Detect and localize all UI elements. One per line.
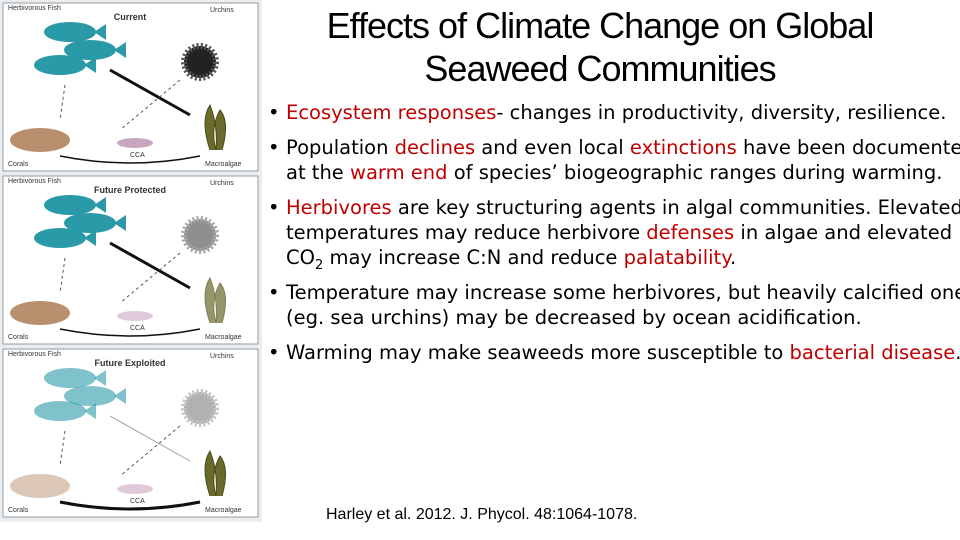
citation: Harley et al. 2012. J. Phycol. 48:1064-1… (326, 506, 638, 523)
bullet-text: in algae and elevated CO (286, 221, 953, 269)
fish (64, 40, 116, 60)
fish (44, 195, 96, 215)
panel-label: Urchins (210, 7, 234, 14)
fish-tail (84, 57, 96, 73)
bullet-text: Temperature may increase some herbivores… (286, 281, 960, 329)
fish-tail (94, 197, 106, 213)
macroalgae (204, 449, 226, 497)
fish (44, 22, 96, 42)
fish-tail (114, 42, 126, 58)
panel-label: CCA (130, 152, 145, 159)
bullet: Ecosystem responses- changes in producti… (268, 100, 960, 125)
arrow (59, 155, 201, 164)
arrow (119, 79, 181, 131)
panel-label: Macroalgae (205, 161, 242, 168)
panel-heading: Current (114, 12, 147, 22)
panel-label: CCA (130, 325, 145, 332)
fish-tail (114, 388, 126, 404)
urchin (181, 43, 219, 81)
fish (44, 368, 96, 388)
fish-tail (114, 215, 126, 231)
bullet-text: may increase C:N and reduce (323, 246, 624, 269)
fish (64, 386, 116, 406)
panel-label: Macroalgae (205, 334, 242, 341)
bullet-text: of species’ biogeographic ranges during … (447, 161, 943, 184)
arrow (59, 328, 201, 337)
arrow (109, 68, 191, 117)
fish (34, 55, 86, 75)
panel-heading: Future Protected (94, 185, 166, 195)
panel-label: Urchins (210, 180, 234, 187)
bullet-text: are key structuring agents in algal comm… (286, 196, 960, 244)
panel-label: CCA (130, 498, 145, 505)
arrow (119, 425, 181, 477)
fish (64, 213, 116, 233)
panel-label: Corals (8, 161, 29, 168)
bullet-text: . (729, 246, 737, 269)
cca (117, 311, 153, 321)
bullet-text: . (955, 341, 960, 364)
bullet-text: - changes in productivity, diversity, re… (496, 101, 947, 124)
highlight-text: Ecosystem responses (286, 101, 497, 124)
bullet: Population declines and even local extin… (268, 135, 960, 185)
panel-label: Urchins (210, 353, 234, 360)
panel-label: Herbivorous Fish (8, 5, 61, 12)
title-line: Seaweed Communities (424, 48, 776, 89)
highlight-text: defenses (646, 221, 735, 244)
macroalgae (204, 276, 226, 324)
panel-label: Corals (8, 507, 29, 514)
panel-label: Herbivorous Fish (8, 351, 61, 358)
fish-tail (84, 230, 96, 246)
highlight-text: warm end (350, 161, 448, 184)
panel-heading: Future Exploited (94, 358, 165, 368)
highlight-text: Herbivores (286, 196, 392, 219)
highlight-text: extinctions (629, 136, 737, 159)
coral (10, 474, 70, 498)
fish-tail (94, 370, 106, 386)
fish-tail (84, 403, 96, 419)
urchin (181, 389, 219, 427)
highlight-text: palatability (623, 246, 730, 269)
panel-label: Corals (8, 334, 29, 341)
highlight-text: declines (394, 136, 476, 159)
arrow (59, 500, 201, 511)
cca (117, 138, 153, 148)
bullet-list: Ecosystem responses- changes in producti… (268, 100, 960, 375)
bullet-text: and even local (475, 136, 630, 159)
bullet-text: Population (286, 136, 395, 159)
bullet-text: Warming may make seaweeds more susceptib… (286, 341, 790, 364)
title-line: Effects of Climate Change on Global (326, 5, 875, 46)
panel-label: Herbivorous Fish (8, 178, 61, 185)
urchin (181, 216, 219, 254)
title: Effects of Climate Change on Global Seaw… (270, 4, 930, 90)
bullet-text: have been documented at the (286, 136, 960, 184)
highlight-text: bacterial disease (789, 341, 956, 364)
bullet: Herbivores are key structuring agents in… (268, 195, 960, 273)
macroalgae (204, 103, 226, 151)
bullet-text: 2 (314, 257, 324, 273)
bullet: Warming may make seaweeds more susceptib… (268, 340, 960, 365)
arrow (119, 252, 181, 304)
coral (10, 301, 70, 325)
panel-label: Macroalgae (205, 507, 242, 514)
fish (34, 228, 86, 248)
arrow (109, 415, 191, 462)
arrow (109, 241, 191, 290)
fish-tail (94, 24, 106, 40)
cca (117, 484, 153, 494)
fish (34, 401, 86, 421)
figure: Current Herbivorous Fish Urchins Corals CCA M… (0, 0, 262, 522)
bullet: Temperature may increase some herbivores… (268, 280, 960, 330)
coral (10, 128, 70, 152)
